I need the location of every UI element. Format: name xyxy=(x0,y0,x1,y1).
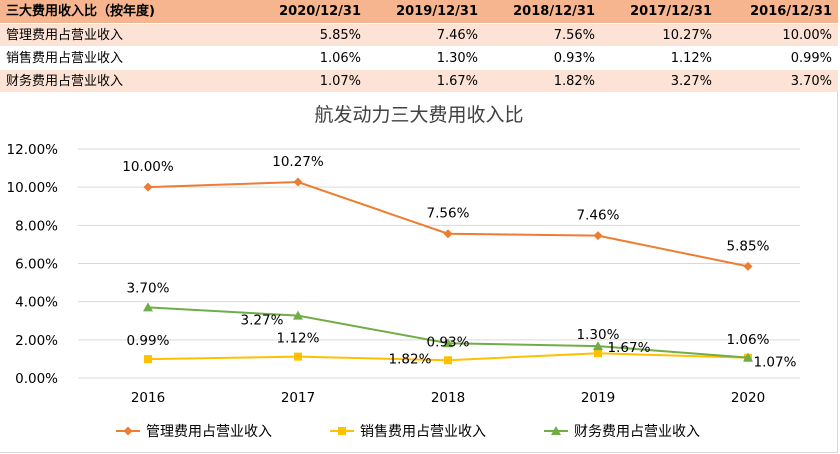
data-label: 10.00% xyxy=(122,159,174,175)
table-cell: 1.30% xyxy=(367,46,484,70)
table-cell: 1.12% xyxy=(601,46,718,70)
chart-frame xyxy=(0,92,838,453)
table-cell: 10.27% xyxy=(601,23,718,47)
table-row: 管理费用占营业收入 5.85% 7.46% 7.56% 10.27% 10.00… xyxy=(0,23,838,47)
table-header-2017: 2017/12/31 xyxy=(601,0,718,24)
table-cell: 7.46% xyxy=(367,23,484,47)
legend-marker xyxy=(123,426,133,436)
table-header-2018: 2018/12/31 xyxy=(484,0,601,24)
x-tick-label: 2020 xyxy=(731,390,765,406)
data-label: 1.30% xyxy=(577,327,620,343)
data-point xyxy=(594,349,602,358)
data-label: 1.67% xyxy=(608,340,651,356)
data-label: 7.56% xyxy=(427,206,470,222)
table-header-2019: 2019/12/31 xyxy=(367,0,484,24)
x-tick-label: 2016 xyxy=(131,390,165,406)
table-cell: 1.82% xyxy=(484,69,601,93)
data-label: 3.27% xyxy=(241,313,284,329)
data-label: 3.70% xyxy=(127,280,170,296)
data-label: 0.99% xyxy=(127,333,170,349)
data-point xyxy=(443,338,453,348)
table-cell: 5.85% xyxy=(250,23,367,47)
legend-item-label: 销售费用占营业收入 xyxy=(360,424,486,440)
data-label: 1.82% xyxy=(389,351,432,367)
table-header-row: 三大费用收入比（按年度) 2020/12/31 2019/12/31 2018/… xyxy=(0,0,838,24)
y-tick-label: 6.00% xyxy=(15,257,58,273)
y-tick-label: 12.00% xyxy=(7,142,59,158)
data-label: 1.07% xyxy=(754,355,797,371)
y-tick-label: 2.00% xyxy=(15,333,58,349)
data-label: 7.46% xyxy=(577,208,620,224)
data-point xyxy=(143,302,153,312)
data-point xyxy=(593,231,603,241)
row-label: 财务费用占营业收入 xyxy=(0,69,250,93)
row-label: 销售费用占营业收入 xyxy=(0,46,250,70)
table-row: 销售费用占营业收入 1.06% 1.30% 0.93% 1.12% 0.99% xyxy=(0,46,838,70)
data-point xyxy=(294,352,302,361)
table-header-2020: 2020/12/31 xyxy=(250,0,367,24)
y-axis-ticks: 0.00% 2.00% 4.00% 6.00% 8.00% 10.00% 12.00% xyxy=(7,142,59,387)
data-label: 10.27% xyxy=(272,154,324,170)
legend-marker xyxy=(551,426,561,435)
table-cell: 7.56% xyxy=(484,23,601,47)
table-cell: 1.67% xyxy=(367,69,484,93)
table-cell: 0.99% xyxy=(718,46,838,70)
x-tick-label: 2018 xyxy=(431,390,465,406)
data-label: 5.85% xyxy=(727,238,770,254)
table-header-title: 三大费用收入比（按年度) xyxy=(0,0,250,24)
table-cell: 0.93% xyxy=(484,46,601,70)
series-group xyxy=(143,177,753,365)
gridlines xyxy=(78,148,800,379)
data-point xyxy=(443,229,453,239)
chart-title: 航发动力三大费用收入比 xyxy=(314,104,523,126)
data-point xyxy=(293,310,303,320)
table-cell: 10.00% xyxy=(718,23,838,47)
expense-ratio-table: 三大费用收入比（按年度) 2020/12/31 2019/12/31 2018/… xyxy=(0,0,838,93)
legend-item-label: 财务费用占营业收入 xyxy=(574,424,700,440)
data-point xyxy=(743,352,753,362)
table-row: 财务费用占营业收入 1.07% 1.67% 1.82% 3.27% 3.70% xyxy=(0,69,838,93)
data-label: 1.06% xyxy=(727,332,770,348)
table-cell: 1.06% xyxy=(250,46,367,70)
y-tick-label: 0.00% xyxy=(15,371,58,387)
table-header-2016: 2016/12/31 xyxy=(718,0,838,24)
table-cell: 3.70% xyxy=(718,69,838,93)
data-label: 1.12% xyxy=(277,331,320,347)
legend-marker xyxy=(338,427,346,435)
data-label: 0.93% xyxy=(427,334,470,350)
data-point xyxy=(143,182,153,192)
x-axis-ticks: 2016 2017 2018 2019 2020 xyxy=(131,390,765,406)
data-labels: 10.00% 10.27% 7.56% 7.46% 5.85% 0.99% 1.12% 0.9… xyxy=(122,154,796,371)
y-tick-label: 10.00% xyxy=(7,180,59,196)
data-point xyxy=(144,355,152,364)
x-tick-label: 2019 xyxy=(581,390,615,406)
y-tick-label: 8.00% xyxy=(15,218,58,234)
data-point xyxy=(593,341,603,351)
legend-item-label: 管理费用占营业收入 xyxy=(146,424,272,440)
data-point xyxy=(293,177,303,187)
legend: 管理费用占营业收入 销售费用占营业收入 财务费用占营业收入 xyxy=(116,424,700,440)
data-point xyxy=(444,356,452,365)
y-tick-label: 4.00% xyxy=(15,295,58,311)
table-cell: 1.07% xyxy=(250,69,367,93)
table-cell: 3.27% xyxy=(601,69,718,93)
line-chart: 航发动力三大费用收入比 0.00% 2.00% 4.00% 6.00% 8.00% 10.… xyxy=(7,104,800,440)
series-line-1 xyxy=(147,181,749,268)
row-label: 管理费用占营业收入 xyxy=(0,23,250,47)
data-point xyxy=(743,261,753,271)
x-tick-label: 2017 xyxy=(281,390,315,406)
